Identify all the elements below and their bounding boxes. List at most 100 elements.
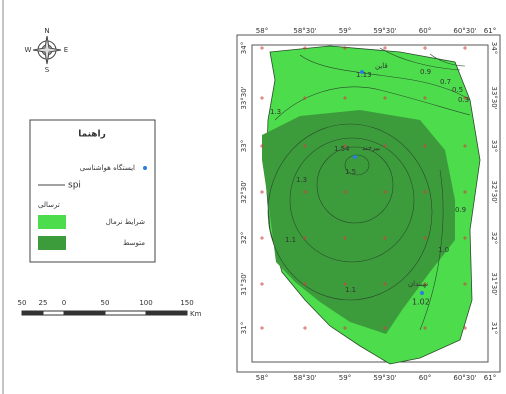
- lat-label: 32°30': [490, 180, 498, 203]
- grid-cross: [423, 282, 427, 286]
- compass: [32, 35, 62, 65]
- grid-cross: [343, 326, 347, 330]
- station-name: قاین: [375, 62, 388, 70]
- compass-e: E: [64, 46, 68, 54]
- contours: [267, 47, 471, 331]
- scale-label: 50: [18, 299, 27, 307]
- grid-cross: [303, 190, 307, 194]
- lon-label: 60°: [419, 27, 431, 35]
- scale-label: 50: [101, 299, 110, 307]
- compass-s: S: [45, 66, 50, 74]
- grid-cross: [260, 96, 264, 100]
- grid-cross: [260, 190, 264, 194]
- contour-label: 1.1: [345, 286, 356, 294]
- station: [353, 155, 357, 159]
- scale-label: 150: [180, 299, 193, 307]
- lat-label: 34°: [490, 42, 498, 54]
- grid-cross: [303, 282, 307, 286]
- legend-class: شرایط نرمال: [106, 218, 145, 226]
- grid-cross: [343, 96, 347, 100]
- grid-cross: [343, 46, 347, 50]
- lon-label: 60°: [419, 374, 431, 382]
- grid-cross: [303, 96, 307, 100]
- grid-cross: [260, 236, 264, 240]
- region-moderate: [262, 110, 455, 334]
- station-name: بیرجند: [362, 144, 380, 152]
- legend-swatch: [38, 215, 66, 229]
- contour-label: 0.5: [452, 86, 463, 94]
- grid-crosses: [260, 46, 467, 330]
- grid-cross: [463, 144, 467, 148]
- scale-label: 25: [39, 299, 48, 307]
- graticule-labels: 58° 58° 58°30' 58°30' 59° 59° 59°30' 59°30' 60° 6…: [240, 27, 498, 382]
- scale-label: 100: [139, 299, 152, 307]
- contour-label: 0.9: [420, 68, 431, 76]
- grid-cross: [383, 282, 387, 286]
- lat-label: 33°30': [240, 86, 248, 109]
- grid-cross: [343, 190, 347, 194]
- lat-label: 33°30': [490, 86, 498, 109]
- grid-cross: [383, 236, 387, 240]
- lon-label: 58°30': [293, 27, 316, 35]
- legend-group-title: ترسالی: [38, 201, 60, 209]
- contour-label: 0.9: [455, 206, 466, 214]
- grid-cross: [303, 326, 307, 330]
- grid-cross: [343, 236, 347, 240]
- grid-cross: [383, 326, 387, 330]
- legend-swatch: [38, 236, 66, 250]
- grid-cross: [383, 46, 387, 50]
- station: [360, 70, 364, 74]
- lon-label: 58°: [256, 374, 268, 382]
- station-value: 1.54: [334, 145, 350, 153]
- compass-n: N: [44, 27, 49, 35]
- contour-label: 1.1: [285, 236, 296, 244]
- grid-cross: [463, 190, 467, 194]
- contour-label: 0.3: [458, 96, 469, 104]
- grid-cross: [423, 326, 427, 330]
- lat-label: 33°: [490, 140, 498, 152]
- grid-cross: [463, 46, 467, 50]
- lon-label: 58°30': [293, 374, 316, 382]
- lat-label: 34°: [240, 42, 248, 54]
- grid-cross: [423, 190, 427, 194]
- legend-item: ایستگاه هواشناسی: [80, 163, 135, 172]
- station-name: نهبندان: [408, 280, 428, 288]
- contour-label: 1.3: [270, 108, 281, 116]
- lat-label: 32°: [490, 232, 498, 244]
- grid-cross: [260, 282, 264, 286]
- grid-cross: [423, 236, 427, 240]
- station-value: 1.13: [356, 71, 372, 79]
- grid-cross: [463, 326, 467, 330]
- grid-cross: [423, 96, 427, 100]
- contour-label: 0.7: [440, 78, 451, 86]
- lon-label: 59°: [339, 27, 351, 35]
- lon-label: 59°30': [373, 27, 396, 35]
- contour-label: 1.5: [345, 168, 356, 176]
- lon-label: 59°30': [373, 374, 396, 382]
- lat-label: 31°30': [490, 272, 498, 295]
- lon-label: 61°: [484, 27, 496, 35]
- grid-cross: [343, 282, 347, 286]
- station-value: 1.02: [412, 298, 430, 307]
- grid-cross: [260, 46, 264, 50]
- lat-label: 31°: [490, 322, 498, 334]
- lat-label: 31°: [240, 322, 248, 334]
- lat-label: 33°: [240, 140, 248, 152]
- grid-cross: [463, 96, 467, 100]
- scale-bar: [21, 310, 188, 316]
- lat-label: 31°30': [240, 272, 248, 295]
- legend-title: راهنما: [78, 130, 106, 140]
- grid-cross: [383, 144, 387, 148]
- station: [420, 291, 424, 295]
- lon-label: 60°30': [453, 27, 476, 35]
- grid-cross: [463, 282, 467, 286]
- legend-item: spi: [68, 181, 81, 191]
- grid-cross: [260, 144, 264, 148]
- lon-label: 59°: [339, 374, 351, 382]
- grid-cross: [303, 144, 307, 148]
- grid-cross: [303, 236, 307, 240]
- scale-unit: Km: [190, 310, 202, 318]
- legend-class: متوسط: [123, 239, 145, 247]
- grid-cross: [463, 236, 467, 240]
